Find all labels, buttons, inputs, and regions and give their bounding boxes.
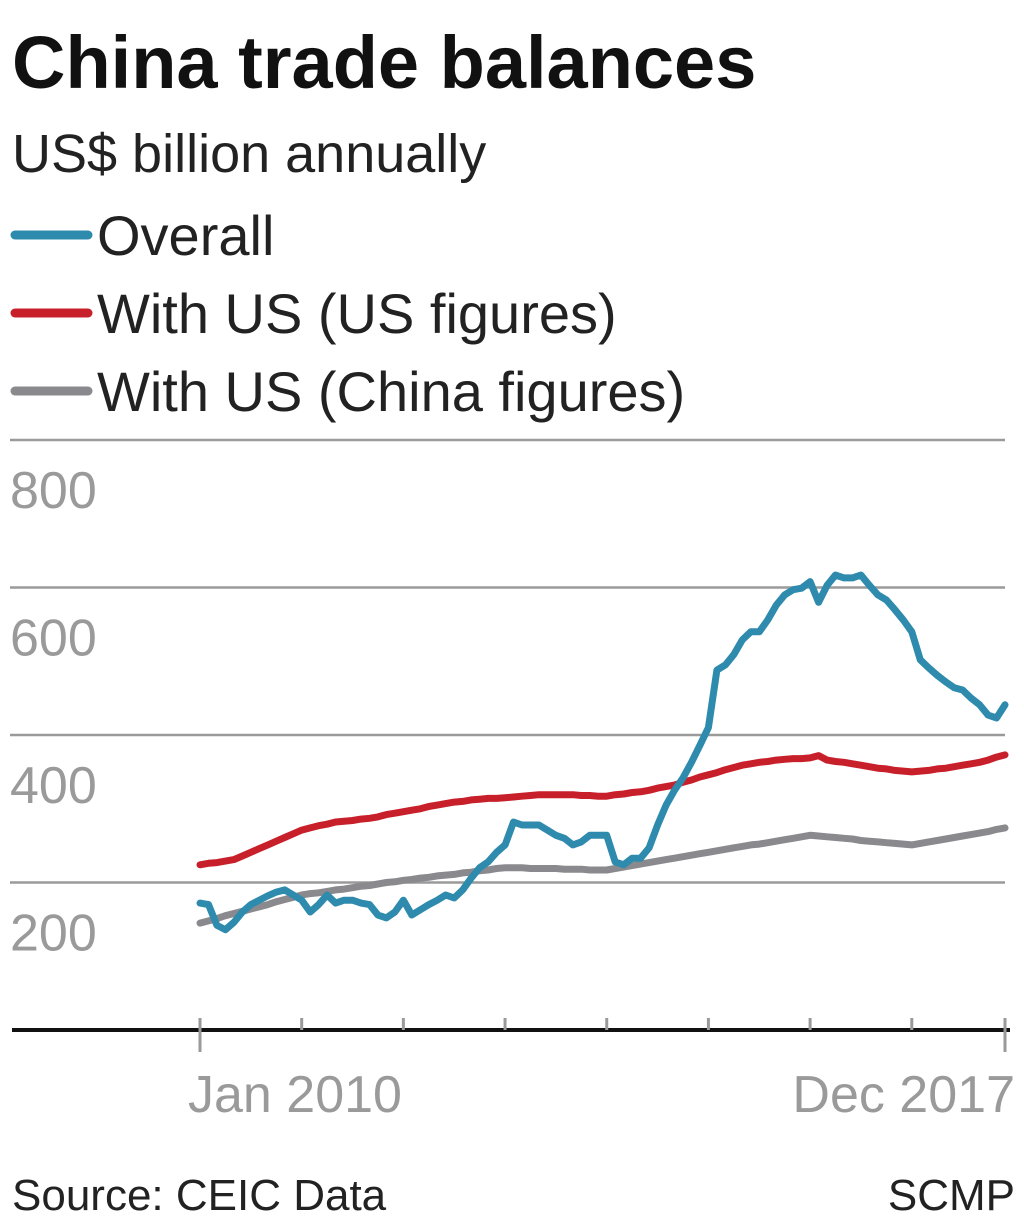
chart-title: China trade balances bbox=[12, 21, 756, 104]
legend-label: Overall bbox=[97, 204, 274, 267]
y-tick-label: 200 bbox=[10, 905, 97, 963]
series-line bbox=[196, 824, 1009, 927]
legend-label: With US (US figures) bbox=[97, 282, 617, 345]
y-tick-label: 800 bbox=[10, 462, 97, 520]
y-tick-label: 600 bbox=[10, 610, 97, 668]
chart-subtitle: US$ billion annually bbox=[12, 124, 486, 184]
series-line bbox=[196, 571, 1009, 934]
series-line bbox=[196, 751, 1009, 869]
x-tick-label: Dec 2017 bbox=[792, 1066, 1015, 1124]
x-tick-label: Jan 2010 bbox=[188, 1066, 402, 1124]
credit: SCMP bbox=[888, 1171, 1015, 1220]
source: Source: CEIC Data bbox=[12, 1171, 387, 1220]
legend-label: With US (China figures) bbox=[97, 360, 685, 423]
y-tick-label: 400 bbox=[10, 757, 97, 815]
